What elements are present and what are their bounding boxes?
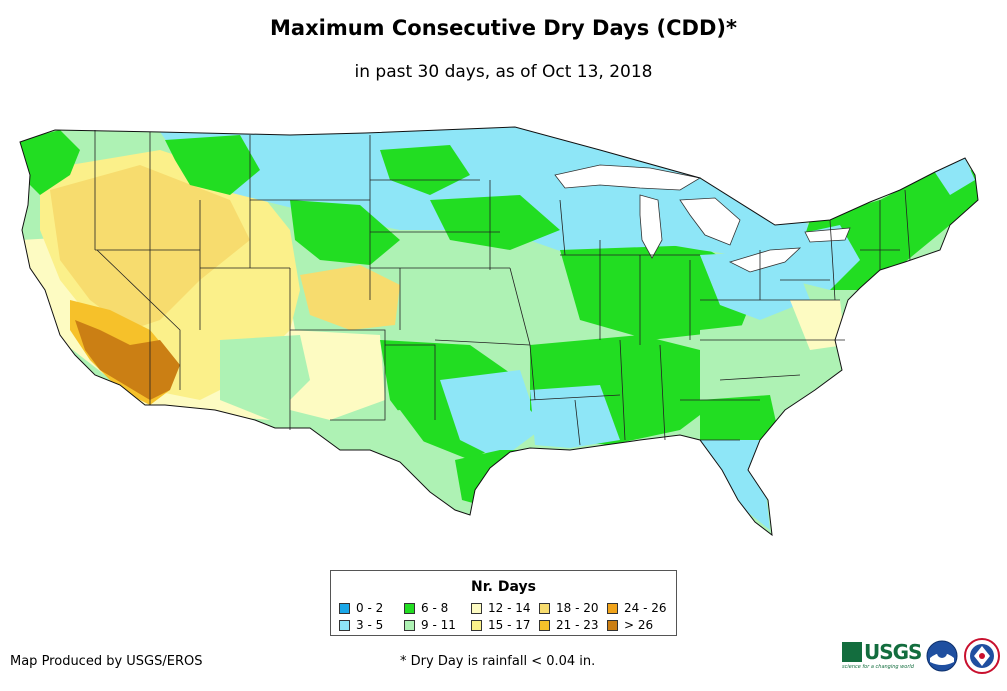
legend-label: 9 - 11 xyxy=(421,618,456,632)
dry-day-zones xyxy=(20,127,978,530)
lake-erie xyxy=(728,247,802,273)
state-boundaries xyxy=(94,130,911,446)
noaa-logo-icon xyxy=(926,640,958,672)
legend-swatch xyxy=(339,602,350,614)
zone-6-8-georgia xyxy=(700,395,780,450)
legend-label: 21 - 23 xyxy=(556,618,599,632)
legend-item-3-5: 3 - 5 xyxy=(339,618,383,632)
legend-item-24-26: 24 - 26 xyxy=(607,601,667,615)
legend-item-18-20: 18 - 20 xyxy=(539,601,599,615)
usgs-tagline: science for a changing world xyxy=(842,664,914,670)
usgs-logo-text: USGS xyxy=(864,640,922,664)
legend-swatch xyxy=(404,602,415,614)
legend-swatch xyxy=(539,602,550,614)
zone-6-8-gulfcoast xyxy=(455,450,540,505)
legend-label: 0 - 2 xyxy=(356,601,384,615)
lake-michigan xyxy=(639,194,663,259)
zone-9-11-plains xyxy=(400,255,620,345)
zone-3-5-southeast xyxy=(530,385,620,448)
legend-label: > 26 xyxy=(624,618,654,632)
lake-ontario xyxy=(804,227,851,243)
zone-6-8-wyoming xyxy=(290,200,400,265)
dry-day-footnote: * Dry Day is rainfall < 0.04 in. xyxy=(400,654,596,669)
usgs-logo-icon: USGS xyxy=(842,640,922,664)
legend-item-9-11: 9 - 11 xyxy=(404,618,456,632)
zone-18-20-colorado xyxy=(300,265,400,330)
legend: Nr. Days 0 - 2 3 - 5 6 - 8 9 - 11 12 - 1… xyxy=(330,570,677,636)
legend-item-6-8: 6 - 8 xyxy=(404,601,448,615)
legend-swatch xyxy=(607,602,618,614)
nws-logo-icon xyxy=(964,638,1000,674)
legend-swatch xyxy=(471,602,482,614)
legend-swatch xyxy=(539,619,550,631)
zone-3-5-texas xyxy=(440,370,540,460)
great-lakes xyxy=(554,164,851,273)
legend-title: Nr. Days xyxy=(471,579,536,595)
legend-swatch xyxy=(607,619,618,631)
legend-label: 3 - 5 xyxy=(356,618,384,632)
legend-label: 12 - 14 xyxy=(488,601,531,615)
zone-6-8-nebraska xyxy=(430,195,560,250)
legend-label: 6 - 8 xyxy=(421,601,449,615)
zone-9-11-nm xyxy=(220,335,310,420)
map-subtitle: in past 30 days, as of Oct 13, 2018 xyxy=(354,62,653,82)
zone-gt26-sw xyxy=(75,320,180,400)
zone-12-14-va xyxy=(790,300,845,350)
legend-item-gt-26: > 26 xyxy=(607,618,653,632)
zone-3-5-ohio xyxy=(700,250,810,320)
usgs-wave-mark xyxy=(842,642,862,662)
us-outline xyxy=(19,126,979,537)
legend-item-0-2: 0 - 2 xyxy=(339,601,383,615)
zone-9-11-westtx xyxy=(330,410,430,455)
legend-item-15-17: 15 - 17 xyxy=(471,618,531,632)
legend-swatch xyxy=(471,619,482,631)
zone-3-5-north xyxy=(160,127,700,265)
legend-item-12-14: 12 - 14 xyxy=(471,601,531,615)
zone-12-14-nm xyxy=(290,330,385,420)
zone-6-8-montana xyxy=(165,135,260,195)
zone-3-5-ny xyxy=(770,225,860,290)
legend-swatch xyxy=(339,619,350,631)
map-title: Maximum Consecutive Dry Days (CDD)* xyxy=(270,16,737,40)
legend-label: 15 - 17 xyxy=(488,618,531,632)
producer-credit: Map Produced by USGS/EROS xyxy=(10,654,203,669)
legend-label: 24 - 26 xyxy=(624,601,667,615)
zone-6-8-pnw xyxy=(20,130,80,195)
zone-9-11-carolinas xyxy=(700,320,830,420)
legend-label: 18 - 20 xyxy=(556,601,599,615)
legend-swatch xyxy=(404,619,415,631)
zone-6-8-dakotas xyxy=(380,145,470,195)
lake-huron xyxy=(679,197,741,246)
lake-superior xyxy=(554,164,702,191)
agency-logos: USGS science for a changing world xyxy=(842,636,1002,676)
legend-item-21-23: 21 - 23 xyxy=(539,618,599,632)
